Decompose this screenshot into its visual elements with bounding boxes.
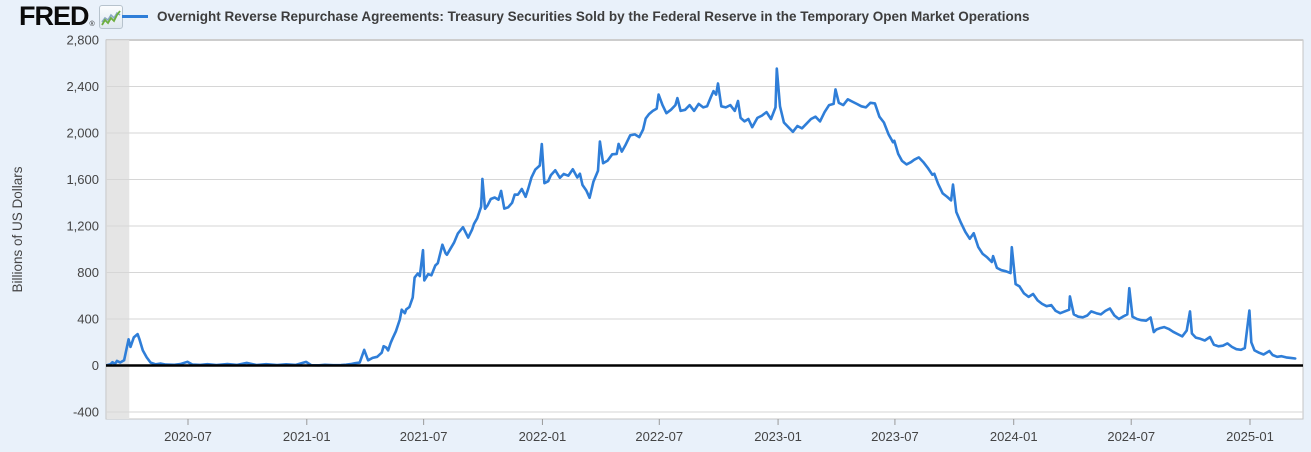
y-axis-title: Billions of US Dollars xyxy=(10,166,25,292)
fred-sparkline-icon xyxy=(98,5,123,29)
x-axis-tick-label: 2021-07 xyxy=(400,429,448,444)
x-axis-tick-label: 2024-07 xyxy=(1107,429,1155,444)
series-line[interactable] xyxy=(106,67,1297,367)
series-title-link[interactable]: Overnight Reverse Repurchase Agreements:… xyxy=(157,9,1030,24)
x-axis-tick-label: 2023-07 xyxy=(871,429,919,444)
x-axis-tick-label: 2021-01 xyxy=(283,429,331,444)
x-axis-tick-label: 2025-01 xyxy=(1226,429,1274,444)
chart-header: FRED ® Overnight Reverse Repurchase Agre… xyxy=(0,0,1311,36)
y-axis-tick-label: 2,800 xyxy=(66,33,99,48)
fred-logo-link[interactable]: FRED ® xyxy=(19,3,123,30)
y-axis-tick-label: 2,000 xyxy=(66,126,99,141)
fred-logo-text: FRED xyxy=(19,1,89,31)
recession-band xyxy=(106,40,130,419)
x-axis-tick-label: 2022-07 xyxy=(635,429,683,444)
y-axis-tick-label: 1,600 xyxy=(66,172,99,187)
x-axis-tick-label: 2023-01 xyxy=(754,429,802,444)
y-axis-tick-label: 400 xyxy=(77,312,99,327)
plot-background[interactable] xyxy=(105,39,1304,420)
y-axis-tick-label: 0 xyxy=(92,358,99,373)
y-axis-tick-label: 1,200 xyxy=(66,219,99,234)
y-axis-tick-label: 800 xyxy=(77,265,99,280)
x-axis-tick-label: 2024-01 xyxy=(990,429,1038,444)
registered-mark: ® xyxy=(89,21,95,28)
legend-line-swatch xyxy=(122,15,148,18)
x-axis-tick-label: 2020-07 xyxy=(164,429,212,444)
y-axis-tick-label: 2,400 xyxy=(66,79,99,94)
x-axis-tick-label: 2022-01 xyxy=(519,429,567,444)
legend: Overnight Reverse Repurchase Agreements:… xyxy=(122,9,1030,24)
y-axis-tick-label: -400 xyxy=(73,405,99,420)
